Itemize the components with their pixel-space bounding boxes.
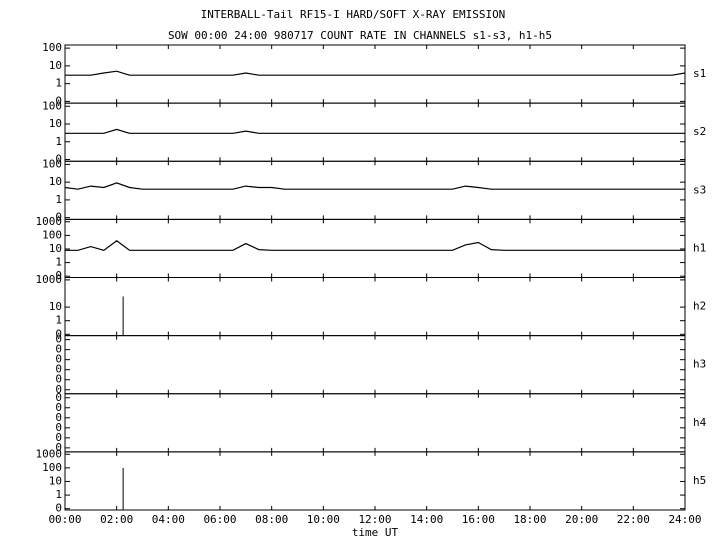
y-tick-label: 0 [55, 391, 62, 404]
panel-frame [64, 277, 686, 337]
y-tick-label: 0 [55, 502, 62, 515]
panel-frame [64, 102, 686, 162]
x-tick-label: 16:00 [462, 513, 495, 526]
y-tick-label: 0 [55, 327, 62, 340]
y-tick-label: 1 [55, 135, 62, 148]
x-tick-label: 20:00 [565, 513, 598, 526]
y-tick-label: 0 [55, 211, 62, 224]
y-tick-label: 0 [55, 94, 62, 107]
y-tick-label: 0 [55, 373, 62, 386]
panel-frame [64, 160, 686, 220]
x-axis-label: time UT [352, 526, 399, 539]
y-tick-label: 0 [55, 363, 62, 376]
y-tick-label: 1000 [36, 215, 63, 228]
y-tick-label: 0 [55, 269, 62, 282]
y-tick-label: 1 [55, 314, 62, 327]
panel-frame [64, 393, 686, 453]
x-tick-label: 10:00 [307, 513, 340, 526]
y-tick-label: 100 [42, 41, 62, 54]
data-line [65, 70, 686, 76]
y-tick-label: 100 [42, 99, 62, 112]
y-tick-label: 10 [49, 474, 62, 487]
x-tick-label: 12:00 [358, 513, 391, 526]
y-tick-label: 0 [55, 411, 62, 424]
y-tick-label: 1 [55, 77, 62, 90]
panel-frame [64, 451, 686, 511]
y-tick-label: 10 [49, 117, 62, 130]
panel-frame [64, 218, 686, 278]
x-tick-label: 04:00 [152, 513, 185, 526]
y-tick-label: 10 [49, 300, 62, 313]
y-tick-label: 0 [55, 353, 62, 366]
y-tick-label: 10 [49, 59, 62, 72]
chart-title: INTERBALL-Tail RF15-I HARD/SOFT X-RAY EM… [201, 8, 506, 21]
panel-label: s2 [693, 125, 706, 138]
panel-label: h2 [693, 300, 706, 313]
y-tick-label: 0 [55, 343, 62, 356]
y-tick-label: 0 [55, 441, 62, 454]
y-tick-label: 1 [55, 256, 62, 269]
panel-frame [64, 335, 686, 395]
data-line [65, 240, 685, 251]
x-tick-label: 08:00 [255, 513, 288, 526]
x-tick-label: 18:00 [513, 513, 546, 526]
y-tick-label: 0 [55, 383, 62, 396]
y-tick-label: 0 [55, 431, 62, 444]
y-tick-label: 100 [42, 157, 62, 170]
data-line [64, 182, 685, 190]
x-tick-label: 00:00 [48, 513, 81, 526]
panel-label: h5 [693, 474, 706, 487]
x-tick-label: 22:00 [617, 513, 650, 526]
y-tick-label: 1 [55, 488, 62, 501]
y-tick-label: 1 [55, 193, 62, 206]
chart-subtitle: SOW 00:00 24:00 980717 COUNT RATE IN CHA… [168, 29, 552, 42]
panel-label: h1 [693, 241, 706, 254]
panel-label: s1 [693, 67, 706, 80]
y-tick-label: 1000 [36, 447, 63, 460]
x-tick-label: 02:00 [100, 513, 133, 526]
y-tick-label: 0 [55, 153, 62, 166]
y-tick-label: 0 [55, 401, 62, 414]
y-tick-label: 10 [49, 242, 62, 255]
data-line [65, 128, 685, 134]
panel-label: h4 [693, 416, 707, 429]
y-tick-label: 100 [42, 228, 62, 241]
y-tick-label: 10 [49, 175, 62, 188]
y-tick-label: 1000 [36, 273, 63, 286]
panel-label: h3 [693, 358, 706, 371]
x-tick-label: 06:00 [203, 513, 236, 526]
x-tick-label: 14:00 [410, 513, 443, 526]
y-tick-label: 0 [55, 333, 62, 346]
y-tick-label: 0 [55, 421, 62, 434]
panel-frame [64, 44, 686, 104]
panel-label: s3 [693, 183, 706, 196]
y-tick-label: 100 [42, 461, 62, 474]
x-tick-label: 24:00 [668, 513, 701, 526]
